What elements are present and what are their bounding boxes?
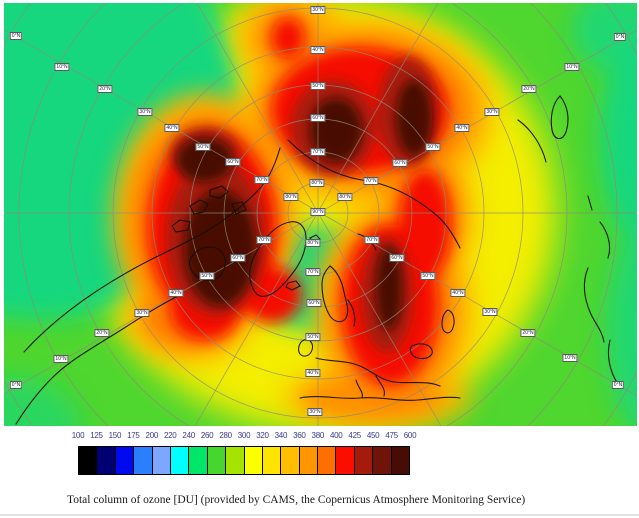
latitude-label: 30°N	[310, 6, 326, 14]
latitude-label: 60°N	[310, 114, 326, 122]
colorbar-cell	[244, 447, 263, 474]
colorbar-tick-value: 400	[329, 431, 343, 440]
latitude-label: 20°N	[97, 85, 113, 93]
colorbar-tick-value: 260	[200, 431, 214, 440]
colorbar-cell	[207, 447, 227, 474]
colorbar-tick-value: 360	[293, 431, 306, 440]
latitude-label: 20°N	[94, 329, 110, 337]
colorbar-tick-value: 340	[274, 431, 288, 440]
colorbar-cell	[115, 447, 135, 474]
colorbar-cell	[134, 447, 153, 474]
latitude-label: 10°N	[53, 355, 69, 363]
latitude-label: 0°N	[613, 33, 627, 41]
colorbar-cell	[281, 447, 300, 474]
latitude-label: 70°N	[364, 236, 380, 244]
latitude-label: 50°N	[420, 272, 436, 280]
ozone-map: 30°N 40°N 50°N 60°N 70°N 80°N 90°N 80°N 70°N 60°N…	[4, 3, 637, 426]
colorbar-tick-value: 475	[385, 431, 398, 440]
colorbar-tick-value: 380	[311, 431, 325, 440]
latitude-label: 30°N	[482, 308, 498, 316]
latitude-label: 40°N	[164, 124, 180, 132]
latitude-label: 50°N	[310, 82, 326, 90]
latitude-label: 40°N	[450, 289, 466, 297]
latitude-label: 50°N	[305, 333, 321, 341]
colorbar	[78, 446, 410, 475]
colorbar-cell	[391, 447, 410, 474]
colorbar-cell	[354, 447, 374, 474]
colorbar-cell	[336, 447, 355, 474]
latitude-label: 40°N	[168, 289, 184, 297]
latitude-label: 10°N	[564, 63, 580, 71]
latitude-label: 30°N	[134, 309, 150, 317]
latitude-label: 90°N	[310, 208, 326, 216]
ozone-field-canvas	[4, 3, 637, 426]
colorbar-cell	[299, 447, 319, 474]
latitude-label: 10°N	[54, 63, 70, 71]
latitude-label: 20°N	[520, 329, 536, 337]
latitude-label: 0°N	[611, 381, 625, 389]
latitude-label: 40°N	[305, 369, 321, 377]
latitude-label: 70°N	[305, 268, 321, 276]
latitude-label: 0°N	[9, 381, 23, 389]
bottom-divider	[0, 514, 639, 516]
colorbar-tick-value: 300	[237, 431, 251, 440]
colorbar-cell	[226, 447, 245, 474]
colorbar-tick-value: 100	[71, 431, 85, 440]
latitude-label: 70°N	[310, 148, 326, 156]
colorbar-cell	[170, 447, 190, 474]
latitude-label: 30°N	[137, 108, 153, 116]
colorbar-cell	[97, 447, 116, 474]
latitude-label: 60°N	[230, 254, 246, 262]
colorbar-cell	[152, 447, 171, 474]
latitude-label: 70°N	[363, 177, 379, 185]
latitude-label: 30°N	[484, 108, 500, 116]
colorbar-tick-value: 280	[219, 431, 232, 440]
colorbar-tick-value: 240	[182, 431, 195, 440]
latitude-label: 40°N	[454, 124, 470, 132]
colorbar-cell	[189, 447, 208, 474]
latitude-label: 70°N	[254, 176, 270, 184]
latitude-label: 50°N	[199, 272, 215, 280]
latitude-label: 80°N	[337, 193, 353, 201]
latitude-label: 80°N	[305, 239, 321, 247]
latitude-label: 20°N	[521, 85, 537, 93]
latitude-label: 60°N	[389, 254, 405, 262]
latitude-label: 10°N	[562, 354, 578, 362]
figure-caption: Total column of ozone [DU] (provided by …	[67, 494, 526, 506]
colorbar-tick-value: 175	[127, 431, 140, 440]
colorbar-cell	[262, 447, 282, 474]
colorbar-tick-value: 125	[90, 431, 103, 440]
colorbar-tick-value: 450	[366, 431, 380, 440]
latitude-label: 60°N	[225, 158, 241, 166]
colorbar-cell	[318, 447, 337, 474]
latitude-label: 40°N	[310, 46, 326, 54]
latitude-label: 50°N	[425, 143, 441, 151]
colorbar-tick-value: 600	[403, 431, 417, 440]
colorbar-tick-value: 320	[256, 431, 269, 440]
latitude-label: 60°N	[306, 299, 322, 307]
latitude-label: 70°N	[256, 236, 272, 244]
latitude-label: 50°N	[195, 143, 211, 151]
latitude-label: 30°N	[307, 408, 323, 416]
latitude-label: 0°N	[9, 32, 23, 40]
colorbar-tick-value: 425	[348, 431, 361, 440]
colorbar-tick-value: 220	[163, 431, 177, 440]
colorbar-tick-value: 150	[108, 431, 122, 440]
colorbar-tick-value: 200	[145, 431, 159, 440]
latitude-label: 80°N	[309, 179, 325, 187]
latitude-label: 80°N	[283, 193, 299, 201]
colorbar-cell	[373, 447, 392, 474]
latitude-label: 60°N	[392, 159, 408, 167]
colorbar-ticks: 100 125 150 175 200 220 240 260 280 300 320 340 360 3…	[72, 431, 417, 442]
colorbar-cell	[79, 447, 98, 474]
